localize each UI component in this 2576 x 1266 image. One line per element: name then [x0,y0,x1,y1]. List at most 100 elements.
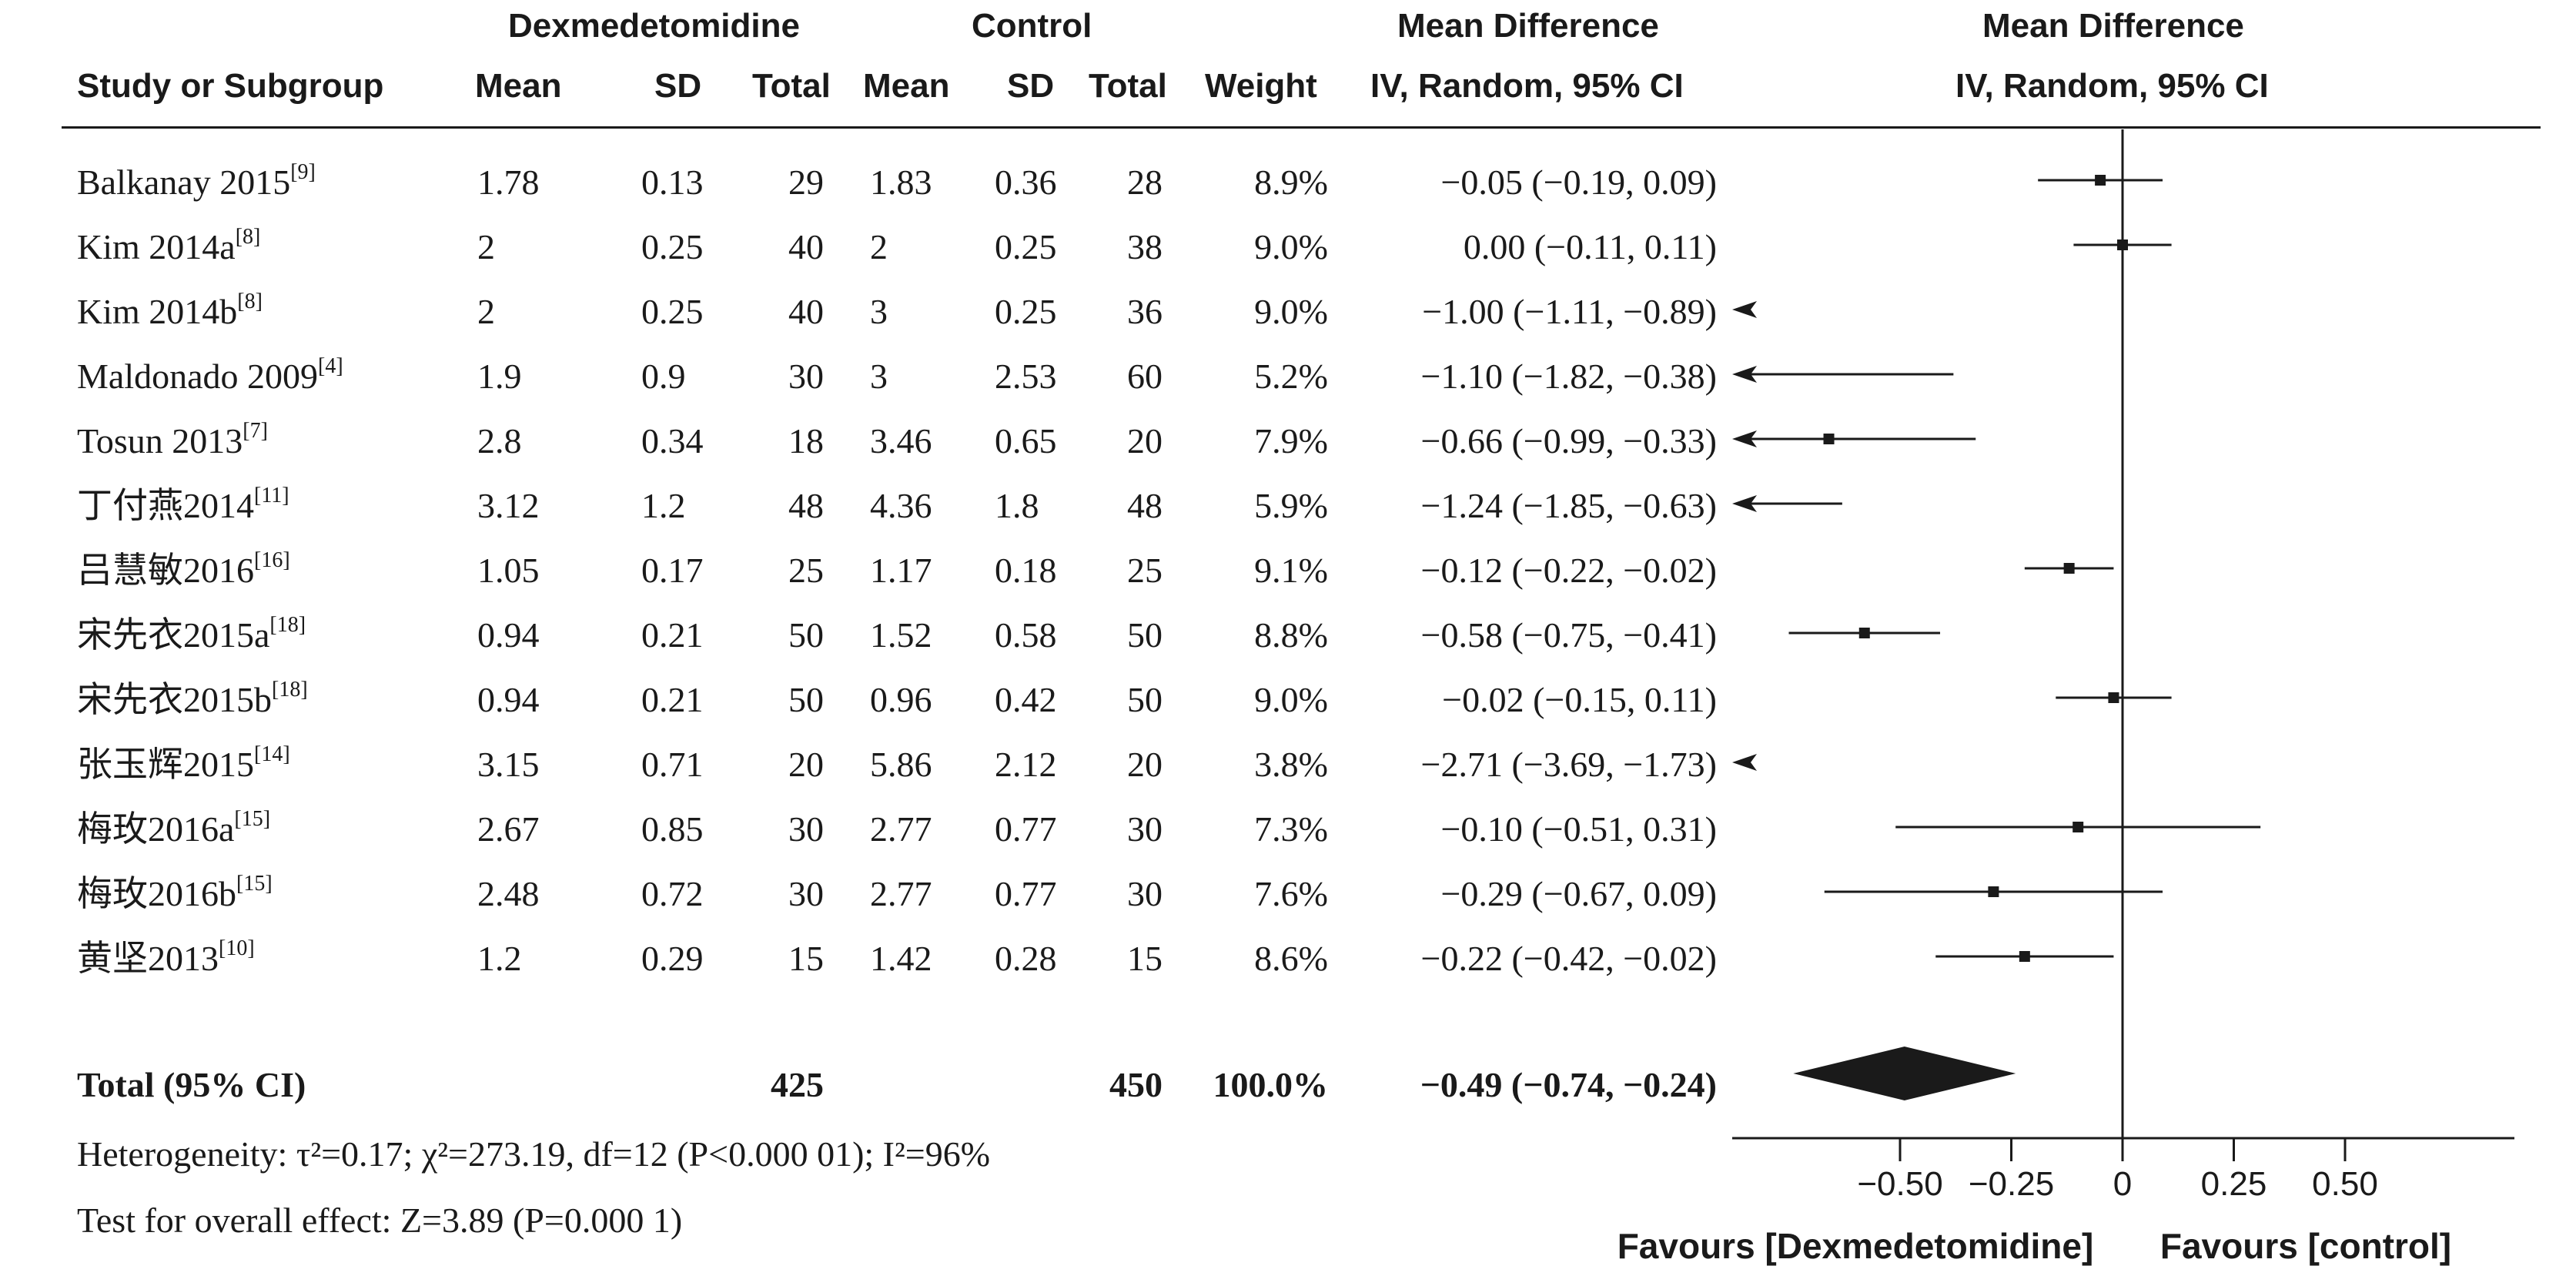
cell-sd1: 0.85 [641,809,704,849]
favours-left-label: Favours [Dexmedetomidine] [1618,1226,2094,1266]
cell-m2: 1.17 [870,551,932,590]
cell-weight: 8.9% [1254,162,1328,202]
cell-m1: 2 [477,227,495,266]
point-estimate [2073,822,2084,832]
cell-weight: 9.0% [1254,227,1328,266]
cell-m2: 2 [870,227,888,266]
cell-n1: 29 [788,162,824,202]
cell-sd2: 0.77 [995,809,1057,849]
cell-m2: 1.52 [870,615,932,655]
cell-ci: −2.71 (−3.69, −1.73) [1420,745,1717,784]
header-control-group: Control [972,7,1092,45]
ci-arrow-left [1732,366,1757,383]
point-estimate [2019,951,2030,962]
cell-sd2: 0.77 [995,874,1057,913]
cell-sd1: 0.21 [641,615,704,655]
cell-n1: 30 [788,357,824,396]
study-name: 黄坚2013[10] [77,936,255,978]
cell-weight: 5.2% [1254,357,1328,396]
cell-weight: 7.9% [1254,421,1328,461]
cell-ci: −1.00 (−1.11, −0.89) [1422,292,1717,331]
cell-m2: 5.86 [870,745,932,784]
ci-arrow-left [1732,495,1757,512]
cell-n2: 15 [1127,939,1163,978]
cell-m2: 0.96 [870,680,932,719]
point-estimate [2095,175,2106,186]
cell-m1: 1.9 [477,357,522,396]
header-plot-ci: IV, Random, 95% CI [1955,67,2269,105]
header-total-2: Total [1089,67,1167,105]
study-name: Maldonado 2009[4] [77,354,343,396]
cell-ci: −0.10 (−0.51, 0.31) [1440,809,1717,849]
cell-sd2: 0.25 [995,227,1057,266]
cell-ci: 0.00 (−0.11, 0.11) [1463,227,1717,266]
cell-n1: 40 [788,227,824,266]
point-estimate [2108,692,2119,703]
heterogeneity-text: Heterogeneity: τ²=0.17; χ²=273.19, df=12… [77,1134,991,1174]
cell-n1: 50 [788,615,824,655]
study-name: Tosun 2013[7] [77,419,268,461]
header-plot-mean-difference: Mean Difference [1982,7,2244,45]
cell-weight: 9.0% [1254,292,1328,331]
cell-n2: 25 [1127,551,1163,590]
cell-n2: 30 [1127,874,1163,913]
cell-m1: 0.94 [477,615,540,655]
header-weight: Weight [1205,67,1317,105]
point-estimate [1988,886,1999,897]
study-name: 宋先衣2015a[18] [77,613,306,655]
cell-m2: 3.46 [870,421,932,461]
cell-m2: 1.42 [870,939,932,978]
cell-n2: 50 [1127,615,1163,655]
cell-sd1: 1.2 [641,486,686,525]
cell-n2: 48 [1127,486,1163,525]
cell-m2: 2.77 [870,809,932,849]
cell-m1: 2 [477,292,495,331]
point-estimate [1858,628,1870,638]
header-study: Study or Subgroup [77,67,384,105]
cell-m1: 3.12 [477,486,540,525]
cell-ci: −1.10 (−1.82, −0.38) [1420,357,1717,396]
point-estimate [2063,563,2075,574]
point-estimate [2117,239,2128,250]
cell-ci: −0.02 (−0.15, 0.11) [1442,680,1717,719]
cell-m1: 2.48 [477,874,540,913]
cell-sd1: 0.29 [641,939,704,978]
ci-arrow-left [1732,301,1757,318]
cell-ci: −0.22 (−0.42, −0.02) [1420,939,1717,978]
study-name: Balkanay 2015[9] [77,160,316,202]
cell-m2: 2.77 [870,874,932,913]
cell-ci: −0.12 (−0.22, −0.02) [1420,551,1717,590]
point-estimate [1823,434,1835,444]
cell-n1: 25 [788,551,824,590]
study-name: 张玉辉2015[14] [77,742,290,784]
cell-n2: 30 [1127,809,1163,849]
ci-arrow-left [1732,430,1757,447]
header-mean-2: Mean [863,67,950,105]
x-tick-label: −0.50 [1857,1165,1942,1203]
total-ci: −0.49 (−0.74, −0.24) [1420,1065,1717,1104]
cell-ci: −0.66 (−0.99, −0.33) [1420,421,1717,461]
cell-weight: 3.8% [1254,745,1328,784]
cell-n2: 20 [1127,745,1163,784]
cell-m1: 3.15 [477,745,540,784]
cell-m1: 1.2 [477,939,522,978]
cell-m2: 3 [870,292,888,331]
cell-n2: 50 [1127,680,1163,719]
cell-sd2: 2.12 [995,745,1057,784]
cell-ci: −0.58 (−0.75, −0.41) [1420,615,1717,655]
cell-n1: 18 [788,421,824,461]
cell-sd2: 0.18 [995,551,1057,590]
cell-weight: 8.6% [1254,939,1328,978]
header-rule [62,126,2541,129]
total-weight: 100.0% [1213,1065,1329,1104]
cell-sd2: 2.53 [995,357,1057,396]
cell-weight: 9.0% [1254,680,1328,719]
cell-n1: 30 [788,874,824,913]
cell-sd1: 0.72 [641,874,704,913]
study-name: 梅玫2016a[15] [77,807,271,849]
cell-weight: 7.6% [1254,874,1328,913]
study-name: 丁付燕2014[11] [77,484,289,525]
header-mean-1: Mean [475,67,562,105]
cell-n1: 40 [788,292,824,331]
cell-n2: 38 [1127,227,1163,266]
